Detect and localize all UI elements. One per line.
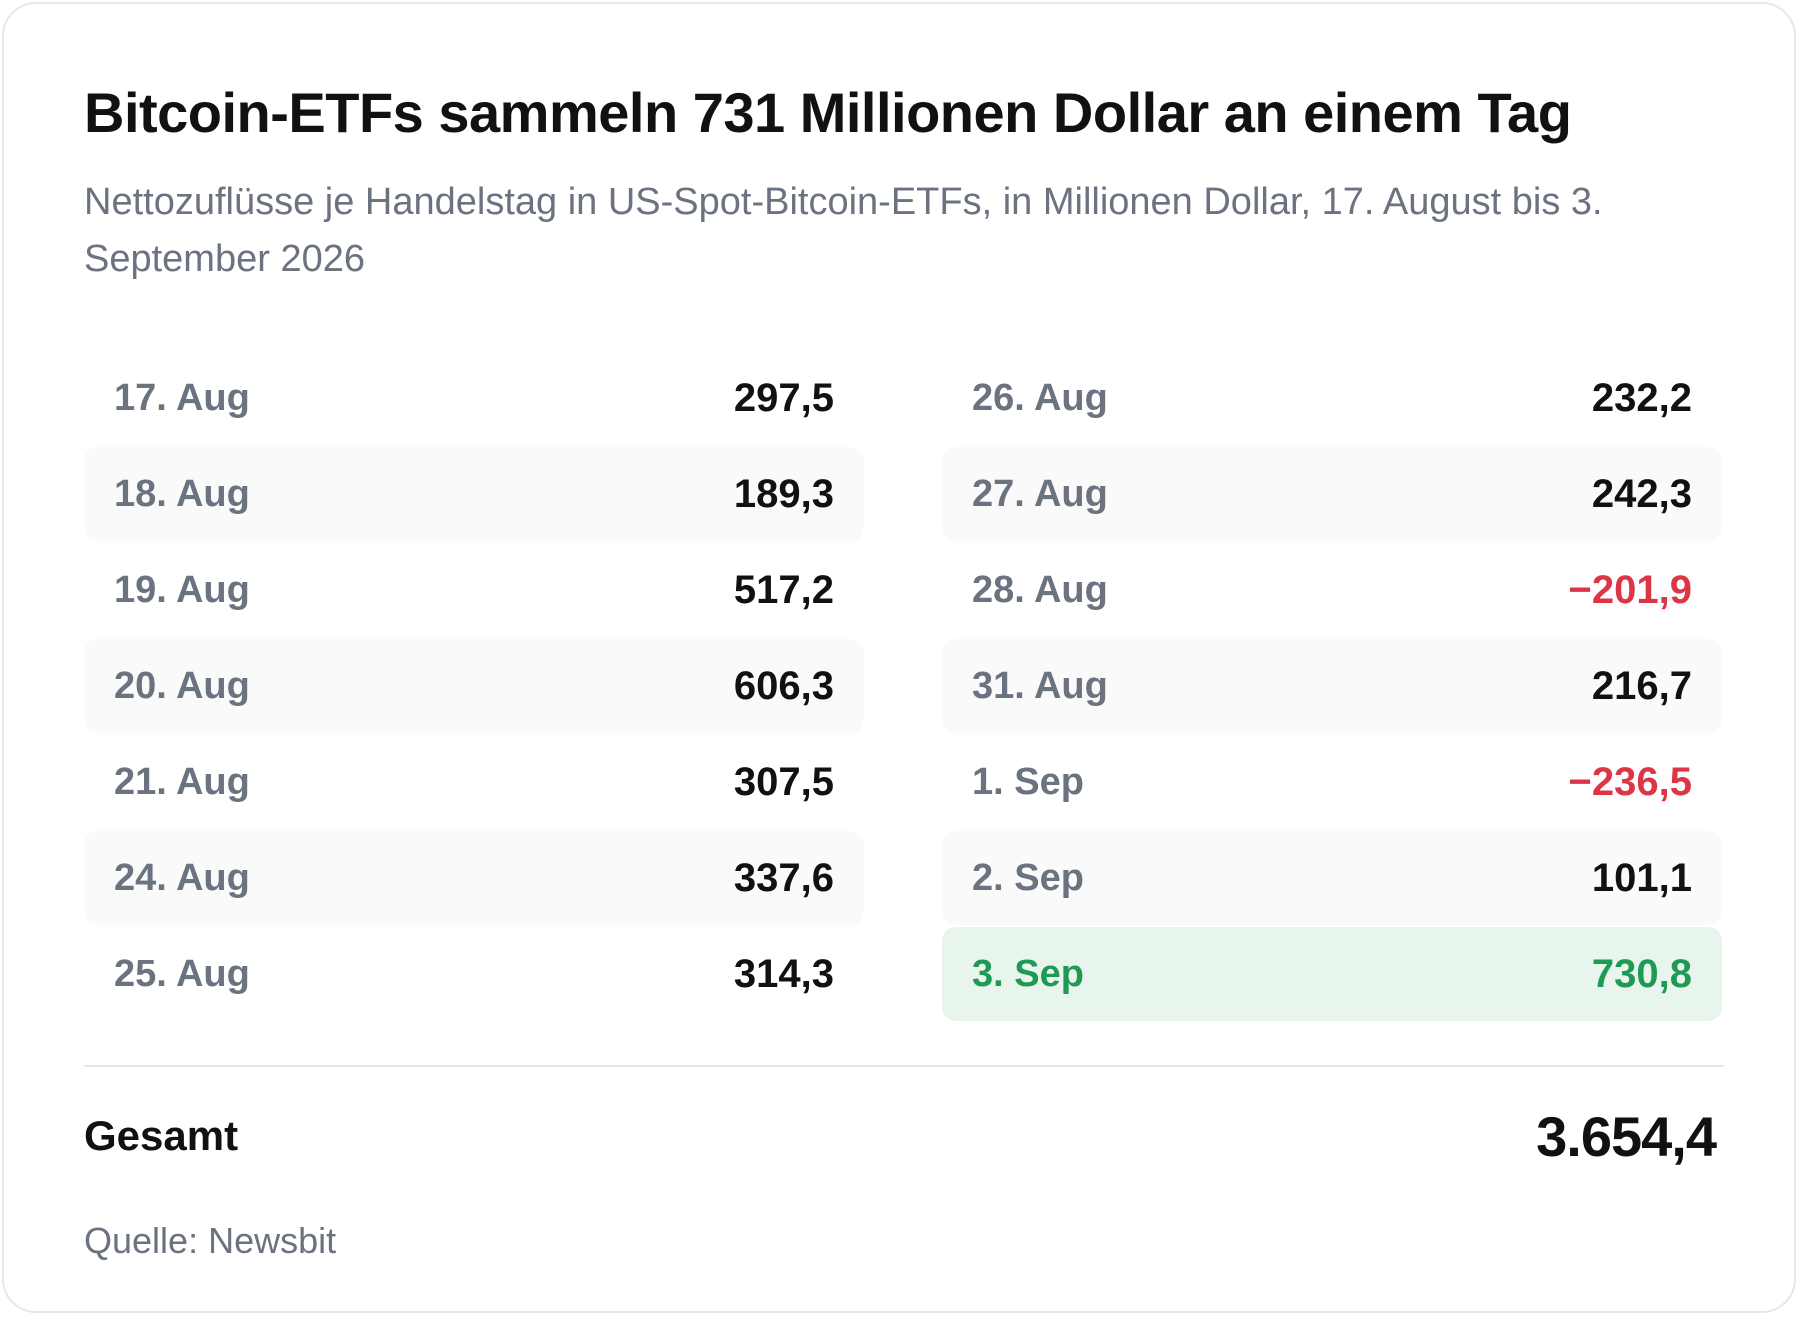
- table-row: 17. Aug 297,5: [84, 351, 864, 445]
- table-row: 18. Aug 189,3: [84, 447, 864, 541]
- row-date: 25. Aug: [114, 953, 250, 995]
- row-value: 606,3: [733, 664, 834, 708]
- table-column-left: 17. Aug 297,5 18. Aug 189,3 19. Aug 517,2 20. …: [84, 351, 864, 1023]
- row-date: 3. Sep: [972, 953, 1084, 995]
- table-row: 25. Aug 314,3: [84, 927, 864, 1021]
- row-date: 18. Aug: [114, 473, 250, 515]
- row-date: 19. Aug: [114, 569, 250, 611]
- chart-subtitle: Nettozuflüsse je Handelstag in US-Spot-B…: [84, 181, 1603, 280]
- table-row: 24. Aug 337,6: [84, 831, 864, 925]
- row-value: 101,1: [1591, 856, 1692, 900]
- row-date: 2. Sep: [972, 857, 1084, 899]
- row-value: 307,5: [733, 760, 834, 804]
- row-value: 232,2: [1591, 376, 1692, 420]
- row-value: 216,7: [1591, 664, 1692, 708]
- row-value: 517,2: [733, 568, 834, 612]
- table-row: 2. Sep 101,1: [942, 831, 1722, 925]
- table-row: 28. Aug −201,9: [942, 543, 1722, 637]
- total-value: 3.654,4: [1536, 1105, 1717, 1168]
- table-row: 21. Aug 307,5: [84, 735, 864, 829]
- table-column-right: 26. Aug 232,2 27. Aug 242,3 28. Aug −201,9 31.…: [942, 351, 1722, 1023]
- row-date: 27. Aug: [972, 473, 1108, 515]
- table-row: 27. Aug 242,3: [942, 447, 1722, 541]
- row-date: 28. Aug: [972, 569, 1108, 611]
- table-row: 31. Aug 216,7: [942, 639, 1722, 733]
- total-label: Gesamt: [84, 1112, 239, 1159]
- source-note: Quelle: Newsbit: [84, 1220, 337, 1261]
- row-value: 730,8: [1591, 952, 1692, 996]
- table-row: 19. Aug 517,2: [84, 543, 864, 637]
- table-row: 1. Sep −236,5: [942, 735, 1722, 829]
- table-row: 20. Aug 606,3: [84, 639, 864, 733]
- row-date: 20. Aug: [114, 665, 250, 707]
- row-value: −236,5: [1568, 760, 1692, 804]
- row-value: 189,3: [733, 472, 834, 516]
- table-row: 3. Sep 730,8: [942, 927, 1722, 1021]
- row-value: 314,3: [733, 952, 834, 996]
- row-date: 26. Aug: [972, 377, 1108, 419]
- row-value: 242,3: [1591, 472, 1692, 516]
- row-value: 337,6: [733, 856, 834, 900]
- row-date: 24. Aug: [114, 857, 250, 899]
- row-date: 1. Sep: [972, 761, 1084, 803]
- table-row: 26. Aug 232,2: [942, 351, 1722, 445]
- total-divider: [84, 1065, 1724, 1067]
- row-value: 297,5: [733, 376, 834, 420]
- chart-title: Bitcoin-ETFs sammeln 731 Millionen Dolla…: [84, 81, 1572, 144]
- row-value: −201,9: [1568, 568, 1692, 612]
- row-date: 31. Aug: [972, 665, 1108, 707]
- row-date: 17. Aug: [114, 377, 250, 419]
- row-date: 21. Aug: [114, 761, 250, 803]
